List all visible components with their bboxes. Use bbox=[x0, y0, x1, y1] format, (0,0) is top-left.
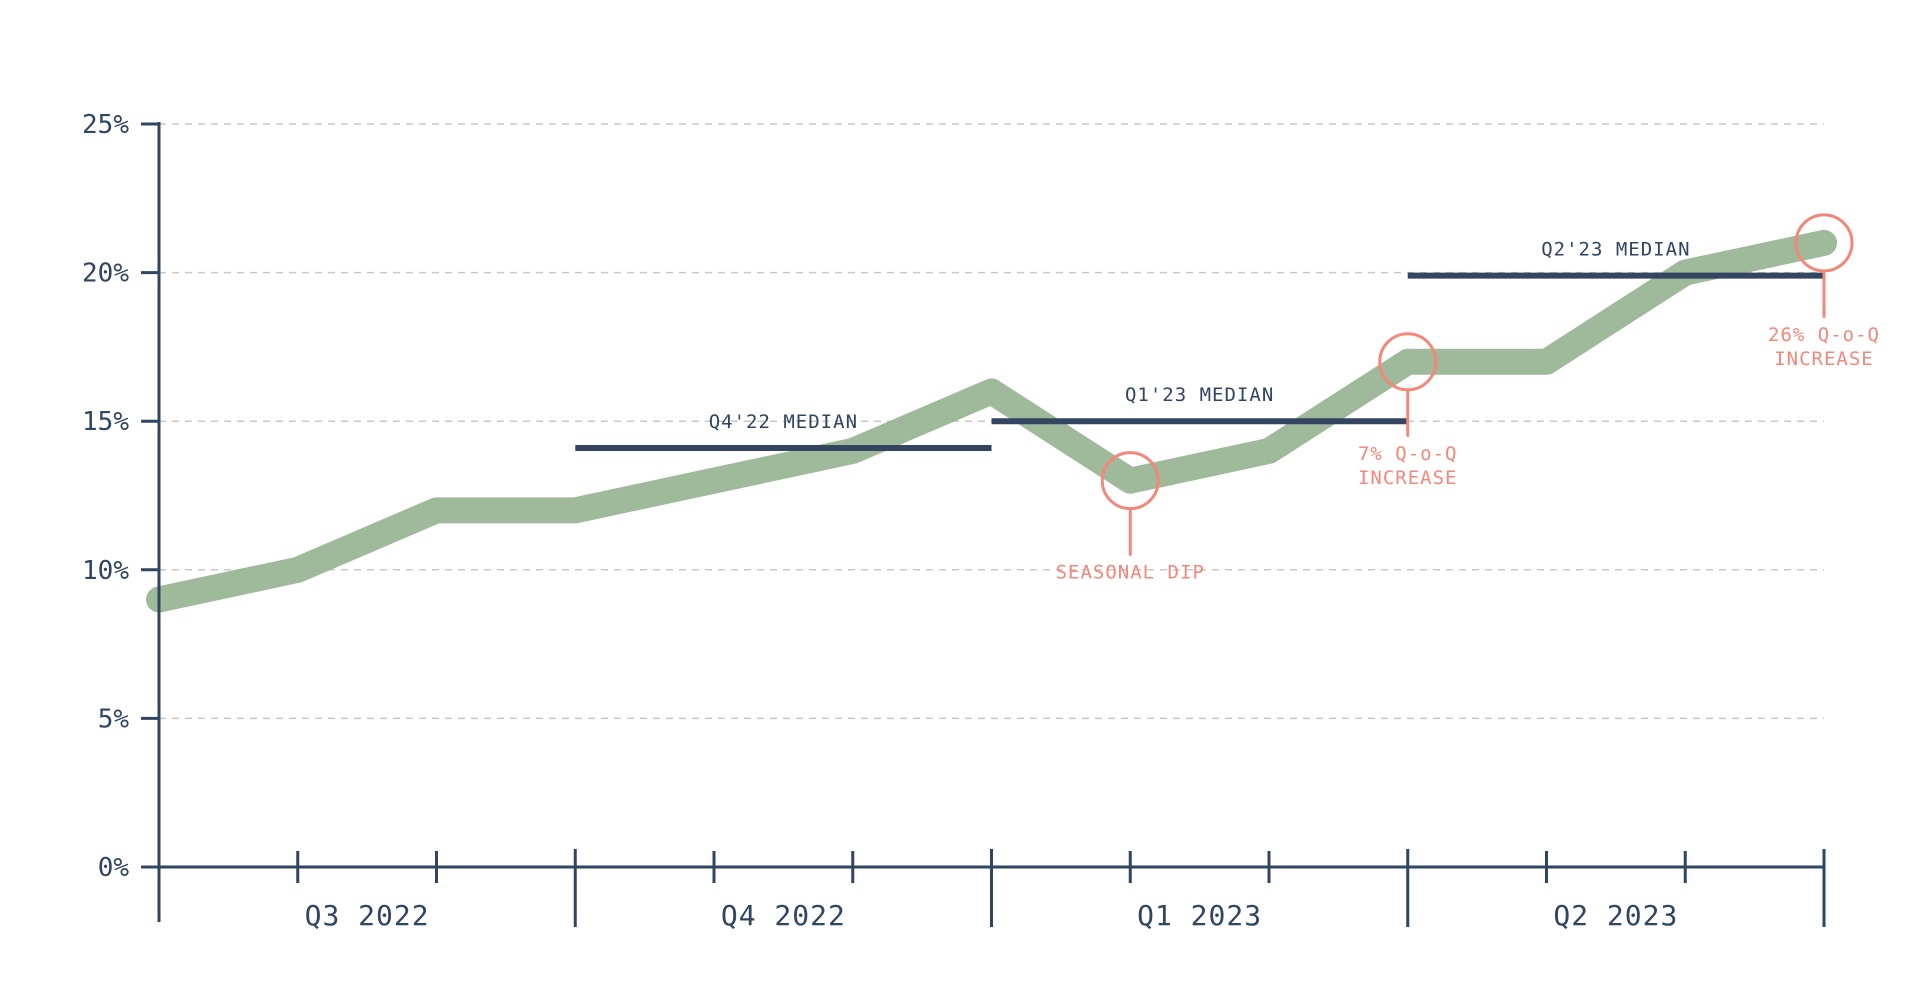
quarter-label: Q4 2022 bbox=[721, 899, 846, 932]
y-tick-label: 5% bbox=[98, 704, 130, 734]
y-tick-label: 10% bbox=[82, 556, 129, 586]
annotation-label: INCREASE bbox=[1774, 348, 1874, 370]
annotation-label: 26% Q-o-Q bbox=[1768, 324, 1880, 346]
quarter-label: Q1 2023 bbox=[1137, 899, 1262, 932]
series-line bbox=[146, 229, 1837, 613]
median-label: Q2'23 MEDIAN bbox=[1541, 239, 1690, 261]
series-layer bbox=[146, 229, 1837, 613]
quarter-label: Q3 2022 bbox=[305, 899, 430, 932]
y-tick-label: 15% bbox=[82, 407, 129, 437]
median-layer: Q4'22 MEDIAN Q1'23 MEDIAN Q2'23 MEDIAN bbox=[575, 239, 1824, 451]
quarter-label: Q2 2023 bbox=[1553, 899, 1678, 932]
axis-layer: 0% 5% 10% 15% 20% 25% Q3 2022 Q4 2022 Q1 2023 Q2 … bbox=[82, 110, 1826, 932]
y-tick-label: 20% bbox=[82, 259, 129, 289]
y-tick-label: 25% bbox=[82, 110, 129, 140]
median-label: Q4'22 MEDIAN bbox=[709, 411, 858, 433]
median-label: Q1'23 MEDIAN bbox=[1125, 384, 1274, 406]
annotation-label: INCREASE bbox=[1358, 467, 1458, 489]
annotation-label: 7% Q-o-Q bbox=[1358, 443, 1458, 465]
y-tick-label: 0% bbox=[98, 853, 130, 883]
annotation-label: SEASONAL DIP bbox=[1056, 562, 1205, 584]
